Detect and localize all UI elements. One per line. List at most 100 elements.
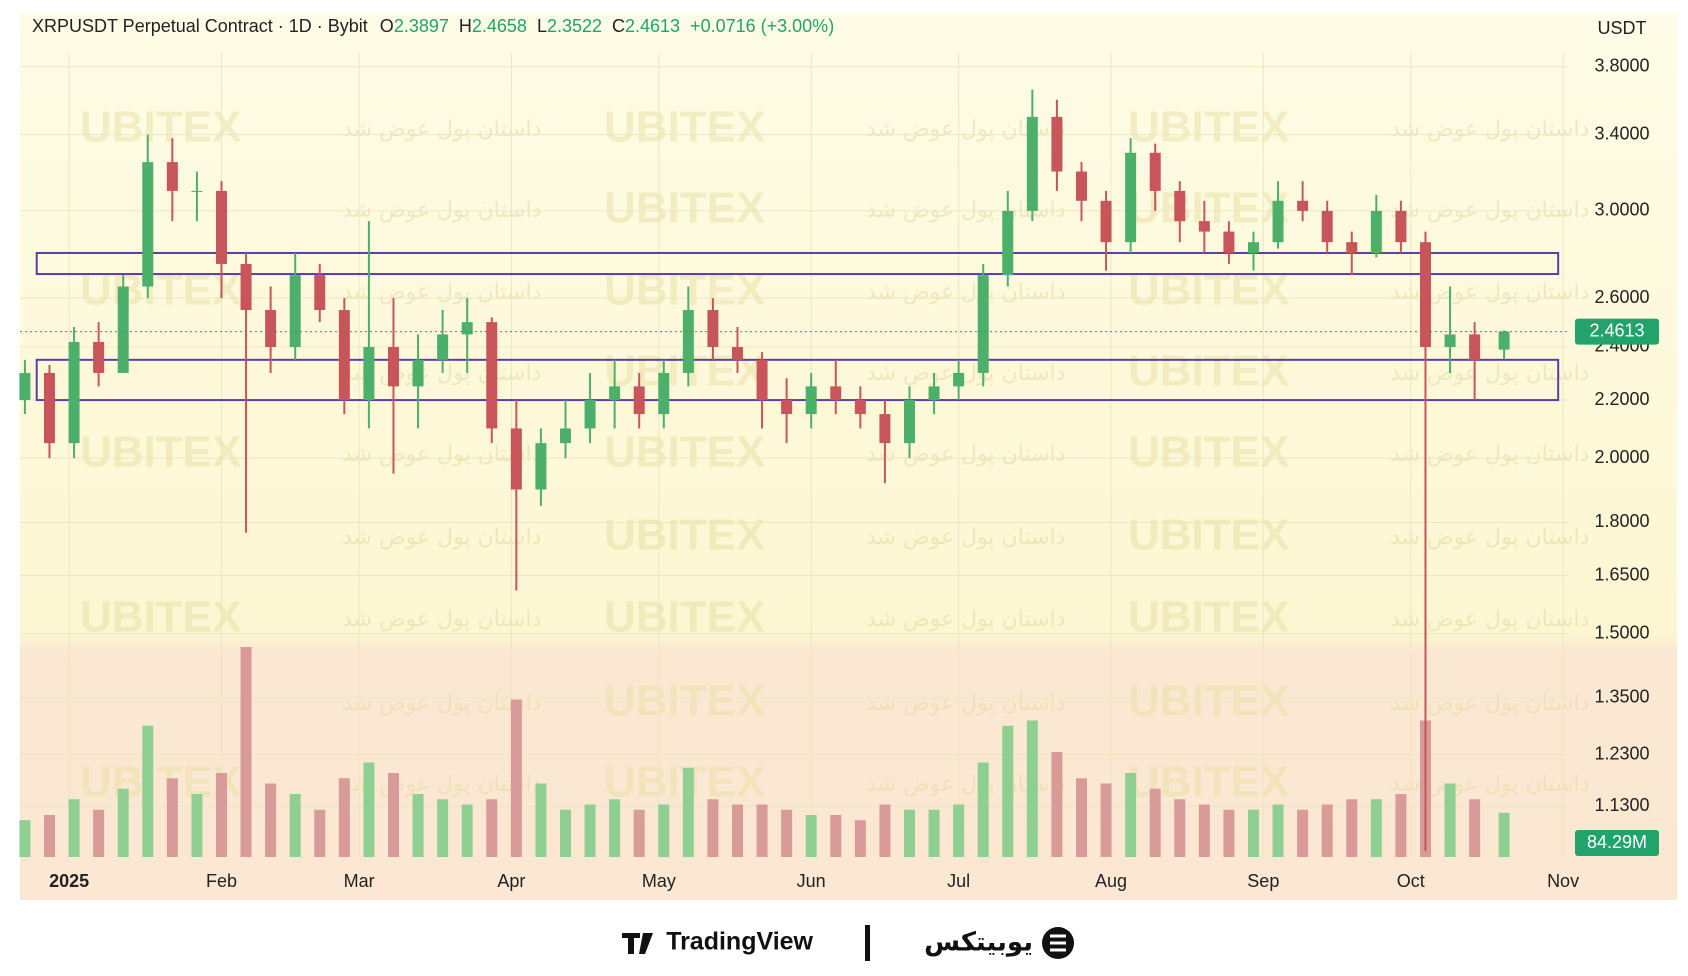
volume-bar	[1272, 804, 1284, 857]
candle-body	[854, 400, 866, 415]
watermark-brand: UBITEX	[80, 266, 241, 315]
watermark-brand: UBITEX	[604, 184, 765, 233]
volume-bar	[535, 783, 547, 857]
watermark-slogan: داستان پول عوض شد	[1390, 607, 1589, 632]
volume-bar	[781, 809, 793, 857]
candle-body	[805, 386, 817, 415]
candle-body	[1419, 242, 1431, 347]
volume-bar	[1346, 799, 1358, 857]
zone	[35, 358, 1560, 402]
candle-body	[1370, 210, 1382, 253]
candle-body	[1272, 200, 1284, 243]
volume-bar	[1002, 725, 1014, 857]
volume-bar	[1100, 783, 1112, 857]
watermark-slogan: داستان پول عوض شد	[342, 442, 541, 467]
candle-body	[338, 310, 350, 401]
watermark-slogan: داستان پول عوض شد	[1390, 525, 1589, 550]
volume-bar	[486, 799, 498, 857]
candle-body	[658, 372, 670, 415]
watermark-slogan: داستان پول عوض شد	[866, 691, 1065, 716]
footer-tradingview: TradingView	[666, 928, 813, 956]
watermark-brand: UBITEX	[604, 511, 765, 560]
plot: 2.4613 84.29M	[19, 89, 1659, 857]
grid: 3.80003.40003.00002.60002.40002.20002.00…	[20, 53, 1650, 891]
volume-bar	[461, 804, 473, 857]
candle-body	[265, 310, 277, 347]
watermark-brand: UBITEX	[604, 593, 765, 642]
y-tick-label: 1.1300	[1594, 795, 1649, 815]
x-tick-label: Jul	[947, 871, 970, 891]
volume-bar	[43, 815, 55, 857]
candle-body	[461, 322, 473, 335]
candle-body	[191, 190, 203, 192]
volume-bar	[731, 804, 743, 857]
x-tick-label: Feb	[206, 871, 237, 891]
ubitex-logo-mark	[1050, 934, 1066, 952]
volume-bar	[977, 762, 989, 857]
candle-body	[1002, 210, 1014, 276]
volume-bar	[1174, 799, 1186, 857]
watermark-brand: UBITEX	[604, 103, 765, 152]
candle-body	[1498, 331, 1510, 350]
volume-bar	[338, 778, 350, 857]
volume-bar	[510, 699, 522, 857]
candle-body	[756, 359, 768, 401]
candle-body	[68, 341, 80, 444]
y-unit: USDT	[1598, 18, 1647, 38]
volume-bar	[1149, 788, 1161, 857]
candle-body	[559, 428, 571, 444]
footer-ubitex: یوبیتکس	[924, 928, 1033, 958]
volume-badge	[1575, 830, 1659, 856]
candle-body	[1297, 200, 1309, 211]
volume-bar	[633, 809, 645, 857]
watermark-brand: UBITEX	[1128, 103, 1289, 152]
candle-body	[609, 386, 621, 401]
y-tick-label: 2.2000	[1594, 389, 1649, 409]
watermark-slogan: داستان پول عوض شد	[866, 525, 1065, 550]
y-tick-label: 1.2300	[1594, 743, 1649, 763]
candle-body	[633, 386, 645, 415]
watermark-brand: UBITEX	[80, 593, 241, 642]
volume-bar	[682, 767, 694, 857]
volume-bar	[1444, 783, 1456, 857]
ohlc-value: 2.4658	[472, 16, 527, 36]
volume-bar	[1297, 809, 1309, 857]
candle-body	[1469, 334, 1481, 360]
candle-body	[707, 310, 719, 347]
volume-bar	[928, 809, 940, 857]
x-tick-label: Nov	[1547, 871, 1579, 891]
candle-body	[1321, 210, 1333, 243]
candle-body	[953, 372, 965, 387]
volume-bar	[93, 809, 105, 857]
watermark-brand: UBITEX	[1128, 677, 1289, 726]
x-tick-label: Oct	[1397, 871, 1425, 891]
volume-bar	[437, 799, 449, 857]
candle-body	[363, 346, 375, 401]
watermark-slogan: داستان پول عوض شد	[1390, 361, 1589, 386]
volume-bar	[1498, 812, 1510, 857]
volume-bar	[1125, 773, 1137, 857]
y-tick-label: 1.6500	[1594, 564, 1649, 584]
volume-bar	[830, 815, 842, 857]
watermark-brand: UBITEX	[1128, 266, 1289, 315]
candle-body	[19, 372, 31, 401]
candle-body	[1395, 210, 1407, 243]
volume-bar	[1198, 804, 1210, 857]
candle-body	[166, 162, 178, 191]
volume-bar	[142, 725, 154, 857]
y-tick-label: 3.4000	[1594, 123, 1649, 143]
watermark-slogan: داستان پول عوض شد	[1390, 117, 1589, 142]
watermark-brand: UBITEX	[80, 758, 241, 807]
x-tick-label: Sep	[1247, 871, 1279, 891]
candle-body	[412, 359, 424, 387]
volume-bar	[19, 820, 31, 857]
volume-bar	[756, 804, 768, 857]
volume-bar	[289, 794, 301, 857]
candle-body	[215, 190, 227, 264]
last-price-badge	[1575, 318, 1659, 345]
volume-bar	[707, 799, 719, 857]
volume-bar	[1223, 809, 1235, 857]
watermark-slogan: داستان پول عوض شد	[866, 607, 1065, 632]
volume-bar	[1075, 778, 1087, 857]
